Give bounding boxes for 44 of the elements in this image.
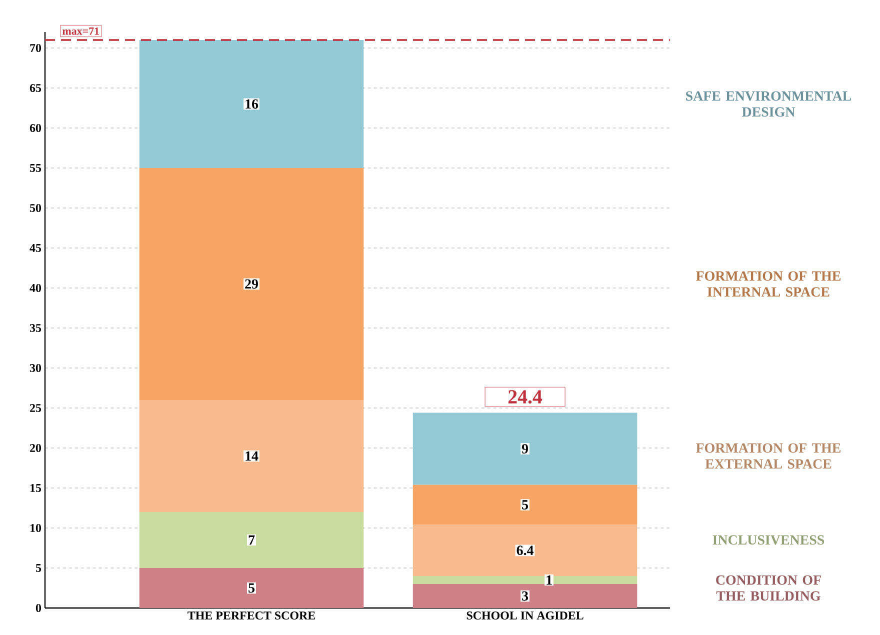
data-label: 1 [546,575,552,585]
bar [139,568,364,608]
text: CONDITION OF THE BUILDING [716,575,821,601]
bar [412,524,638,576]
data-label: 29 [245,279,258,289]
bar [412,412,638,485]
y-tick-label: 45 [30,244,42,252]
data-label: 16 [246,99,258,109]
text: SAFE ENVIRONMENTAL DESIGN [686,91,852,117]
text: FORMATION OF THE INTERNAL SPACE [696,271,840,297]
y-tick-label: 50 [30,204,42,212]
y-tick-label: 60 [30,124,42,132]
bar [139,512,364,568]
data-label: 5 [522,500,528,510]
y-tick-label: 5 [36,564,42,572]
text: FORMATION OF THE EXTERNAL SPACE [696,443,840,469]
y-tick-label: 35 [30,324,42,332]
data-label: 5 [248,583,254,593]
y-tick-label: 70 [30,44,42,52]
total-label: 24.4 [508,390,542,404]
y-tick-label: 0 [36,604,42,612]
y-tick-label: 15 [30,484,42,492]
y-tick-label: 55 [30,164,42,172]
y-tick-label: 65 [30,84,42,92]
x-tick-label: THE PERFECT SCORE [188,612,315,620]
y-tick-label: 30 [30,364,42,372]
bar [412,584,638,608]
data-label: 6.4 [516,546,534,556]
y-tick-label: 10 [30,524,42,532]
bar [412,484,638,525]
bar [139,168,364,400]
y-tick-label: 20 [30,444,42,452]
bar [139,40,364,168]
bar [139,400,364,512]
data-label: 9 [522,444,528,454]
bar [412,576,638,584]
data-label: 7 [248,535,255,545]
ref-line-label: max=71 [62,27,99,35]
x-tick-label: SCHOOL IN AGIDEL [466,612,584,620]
data-label: 3 [522,591,528,601]
y-tick-label: 25 [30,404,42,412]
y-tick-label: 40 [30,284,42,292]
text: INCLUSIVENESS [712,535,824,545]
data-label: 14 [246,451,258,461]
